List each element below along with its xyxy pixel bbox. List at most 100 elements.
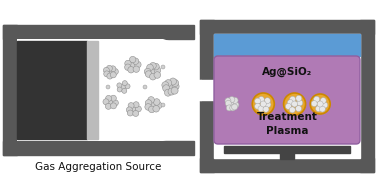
Circle shape: [169, 78, 177, 85]
Bar: [200, 20, 214, 172]
Text: Gas Aggregation Source: Gas Aggregation Source: [35, 162, 162, 172]
Bar: [216, 56, 221, 106]
Circle shape: [289, 107, 295, 113]
Circle shape: [128, 67, 134, 73]
Circle shape: [319, 106, 325, 112]
Circle shape: [150, 73, 156, 80]
Circle shape: [127, 110, 133, 116]
Bar: [191, 80, 201, 100]
Bar: [17, 41, 87, 139]
Circle shape: [172, 83, 179, 90]
Circle shape: [314, 96, 320, 102]
Bar: [224, 146, 350, 153]
Circle shape: [232, 97, 238, 103]
Circle shape: [285, 103, 291, 109]
Circle shape: [230, 105, 236, 111]
Circle shape: [229, 96, 235, 102]
Circle shape: [153, 63, 159, 70]
Circle shape: [145, 104, 152, 110]
Circle shape: [130, 106, 136, 112]
Circle shape: [108, 69, 114, 75]
Circle shape: [162, 82, 169, 89]
Bar: [87, 41, 98, 139]
Bar: [200, 158, 374, 172]
Circle shape: [165, 80, 172, 87]
Circle shape: [296, 106, 302, 112]
Bar: [214, 34, 360, 56]
Circle shape: [130, 62, 136, 68]
Bar: [253, 56, 258, 71]
Circle shape: [150, 102, 156, 108]
Circle shape: [322, 102, 328, 108]
Circle shape: [171, 87, 178, 94]
Bar: [226, 56, 231, 81]
Circle shape: [112, 100, 118, 106]
Circle shape: [161, 103, 165, 107]
Bar: [235, 56, 240, 76]
Circle shape: [133, 110, 139, 116]
Circle shape: [155, 102, 162, 109]
Circle shape: [226, 105, 232, 111]
Circle shape: [135, 106, 141, 112]
Circle shape: [104, 71, 110, 77]
Circle shape: [147, 64, 153, 71]
Circle shape: [107, 73, 113, 79]
Circle shape: [168, 88, 175, 95]
Circle shape: [110, 72, 116, 78]
Circle shape: [161, 65, 165, 69]
Bar: [316, 56, 321, 76]
Circle shape: [317, 101, 323, 107]
Circle shape: [167, 84, 175, 90]
Circle shape: [255, 103, 261, 109]
Circle shape: [163, 85, 170, 92]
Circle shape: [117, 83, 122, 88]
Bar: [200, 80, 216, 100]
Circle shape: [103, 67, 109, 73]
Bar: [326, 56, 331, 81]
Circle shape: [164, 89, 172, 96]
Circle shape: [225, 100, 231, 106]
Circle shape: [153, 105, 160, 112]
Circle shape: [128, 103, 134, 109]
Bar: [268, 56, 273, 71]
Circle shape: [255, 98, 261, 104]
Circle shape: [145, 100, 152, 106]
Circle shape: [258, 96, 264, 102]
Circle shape: [153, 99, 160, 105]
FancyBboxPatch shape: [214, 56, 360, 144]
Circle shape: [154, 72, 161, 78]
Circle shape: [284, 93, 305, 115]
Circle shape: [126, 107, 132, 113]
Circle shape: [172, 79, 178, 87]
Bar: [307, 56, 312, 73]
Circle shape: [112, 69, 118, 75]
Circle shape: [233, 102, 239, 108]
Circle shape: [122, 88, 127, 93]
Circle shape: [297, 100, 303, 106]
Circle shape: [296, 95, 302, 101]
Circle shape: [265, 101, 271, 107]
Circle shape: [110, 103, 116, 109]
Circle shape: [311, 101, 317, 107]
Circle shape: [225, 98, 231, 104]
Bar: [360, 20, 374, 172]
Bar: [283, 56, 288, 111]
Circle shape: [320, 98, 326, 104]
Circle shape: [130, 56, 136, 63]
Bar: [3, 25, 17, 155]
Text: Treatment
Plasma: Treatment Plasma: [257, 112, 318, 136]
Circle shape: [103, 99, 109, 105]
Circle shape: [290, 96, 296, 102]
Circle shape: [291, 101, 297, 107]
Circle shape: [121, 84, 125, 90]
Circle shape: [125, 64, 131, 70]
Circle shape: [105, 95, 112, 101]
Circle shape: [132, 58, 139, 64]
Circle shape: [260, 101, 266, 107]
Circle shape: [117, 87, 122, 92]
Bar: [298, 56, 303, 71]
Circle shape: [144, 68, 151, 75]
Circle shape: [316, 106, 322, 112]
Circle shape: [135, 61, 141, 68]
Circle shape: [106, 65, 112, 71]
